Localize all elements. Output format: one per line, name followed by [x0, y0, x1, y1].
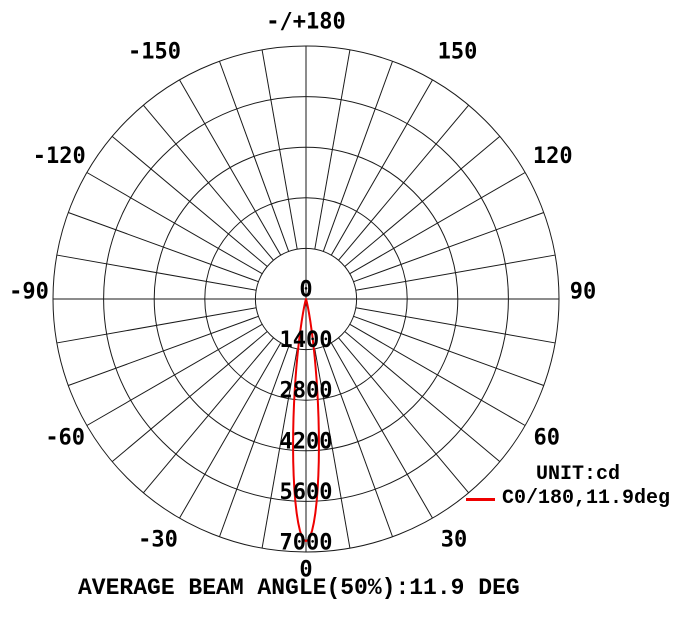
- grid-spoke: [142, 337, 274, 494]
- angle-label: -60: [45, 426, 85, 451]
- grid-spoke: [179, 342, 282, 519]
- legend: C0/180,11.9deg: [466, 489, 670, 509]
- legend-series-label: C0/180,11.9deg: [502, 487, 671, 510]
- unit-label: UNIT:cd: [536, 463, 621, 486]
- grid-spoke: [344, 135, 501, 267]
- angle-label: 120: [533, 144, 573, 169]
- grid-spoke: [338, 104, 470, 261]
- grid-spoke: [261, 348, 298, 549]
- grid-spoke: [353, 315, 544, 386]
- angle-label: -/+180: [266, 10, 345, 35]
- grid-spoke: [111, 135, 268, 267]
- grid-spoke: [219, 346, 290, 537]
- grid-spoke: [86, 323, 263, 426]
- ring-label: 5600: [280, 480, 333, 505]
- angle-label: 30: [441, 527, 468, 552]
- grid-spoke: [330, 79, 433, 256]
- ring-label: 1400: [280, 328, 333, 353]
- polar-grid: [52, 45, 560, 553]
- grid-spoke: [68, 212, 259, 283]
- angle-label: 0: [299, 558, 312, 583]
- grid-spoke: [219, 61, 290, 252]
- angle-label: 90: [570, 280, 597, 305]
- grid-spoke: [338, 337, 470, 494]
- grid-spoke: [355, 254, 556, 291]
- grid-spoke: [353, 212, 544, 283]
- angle-label: -150: [128, 40, 181, 65]
- grid-spoke: [322, 346, 393, 537]
- grid-spoke: [179, 79, 282, 256]
- grid-spoke: [322, 61, 393, 252]
- ring-label: 2800: [280, 379, 333, 404]
- ring-labels: 0 1400 2800 4200 5600 7000: [280, 278, 333, 556]
- angle-labels: -/+180 150 120 90 60 30 0 -30 -60 -90 -120 -150: [9, 10, 596, 583]
- grid-spoke: [142, 104, 274, 261]
- grid-spoke: [349, 172, 526, 275]
- ring-label: 7000: [280, 531, 333, 556]
- ring-label: 4200: [280, 429, 333, 454]
- grid-spoke: [314, 348, 351, 549]
- grid-spoke: [330, 342, 433, 519]
- grid-spoke: [68, 315, 259, 386]
- angle-label: 60: [534, 426, 561, 451]
- grid-spoke: [261, 49, 298, 250]
- grid-spoke: [56, 307, 257, 344]
- grid-spoke: [111, 331, 268, 463]
- beam-angle-caption: AVERAGE BEAM ANGLE(50%):11.9 DEG: [78, 575, 520, 601]
- grid-spoke: [314, 49, 351, 250]
- angle-label: 150: [438, 40, 478, 65]
- angle-label: -120: [33, 144, 86, 169]
- grid-spoke: [355, 307, 556, 344]
- angle-label: -30: [138, 527, 178, 552]
- legend-line-swatch: [466, 497, 495, 501]
- grid-spoke: [56, 254, 257, 291]
- angle-label: -90: [9, 280, 49, 305]
- grid-spoke: [86, 172, 263, 275]
- grid-spoke: [349, 323, 526, 426]
- grid-spoke: [344, 331, 501, 463]
- ring-label: 0: [299, 278, 312, 303]
- intensity-curve: [292, 298, 320, 543]
